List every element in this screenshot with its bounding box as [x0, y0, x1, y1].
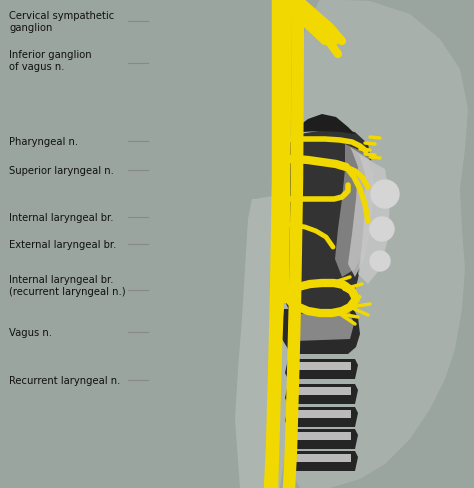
Text: Internal laryngeal br.: Internal laryngeal br.: [9, 212, 114, 222]
Polygon shape: [335, 145, 372, 278]
Polygon shape: [285, 384, 358, 404]
Circle shape: [370, 218, 394, 242]
Circle shape: [371, 181, 399, 208]
Text: Vagus n.: Vagus n.: [9, 327, 53, 337]
Polygon shape: [358, 155, 390, 285]
Polygon shape: [285, 429, 358, 449]
Polygon shape: [282, 307, 360, 354]
Polygon shape: [285, 451, 358, 471]
Text: Internal laryngeal br.
(recurrent laryngeal n.): Internal laryngeal br. (recurrent laryng…: [9, 275, 126, 296]
Polygon shape: [295, 115, 355, 135]
Text: Recurrent laryngeal n.: Recurrent laryngeal n.: [9, 376, 121, 386]
Polygon shape: [288, 312, 354, 341]
Text: Inferior ganglion
of vagus n.: Inferior ganglion of vagus n.: [9, 50, 92, 72]
Circle shape: [370, 251, 390, 271]
Polygon shape: [235, 195, 300, 488]
Polygon shape: [285, 407, 358, 427]
Polygon shape: [292, 387, 351, 395]
Polygon shape: [285, 359, 358, 379]
Polygon shape: [348, 148, 374, 278]
Polygon shape: [278, 130, 372, 329]
Text: Pharyngeal n.: Pharyngeal n.: [9, 137, 79, 146]
Text: Superior laryngeal n.: Superior laryngeal n.: [9, 166, 114, 176]
Polygon shape: [292, 454, 351, 462]
Text: Cervical sympathetic
ganglion: Cervical sympathetic ganglion: [9, 11, 115, 33]
Text: External laryngeal br.: External laryngeal br.: [9, 239, 117, 249]
Polygon shape: [292, 410, 351, 418]
Polygon shape: [292, 432, 351, 440]
Polygon shape: [292, 362, 351, 370]
Polygon shape: [278, 0, 468, 488]
